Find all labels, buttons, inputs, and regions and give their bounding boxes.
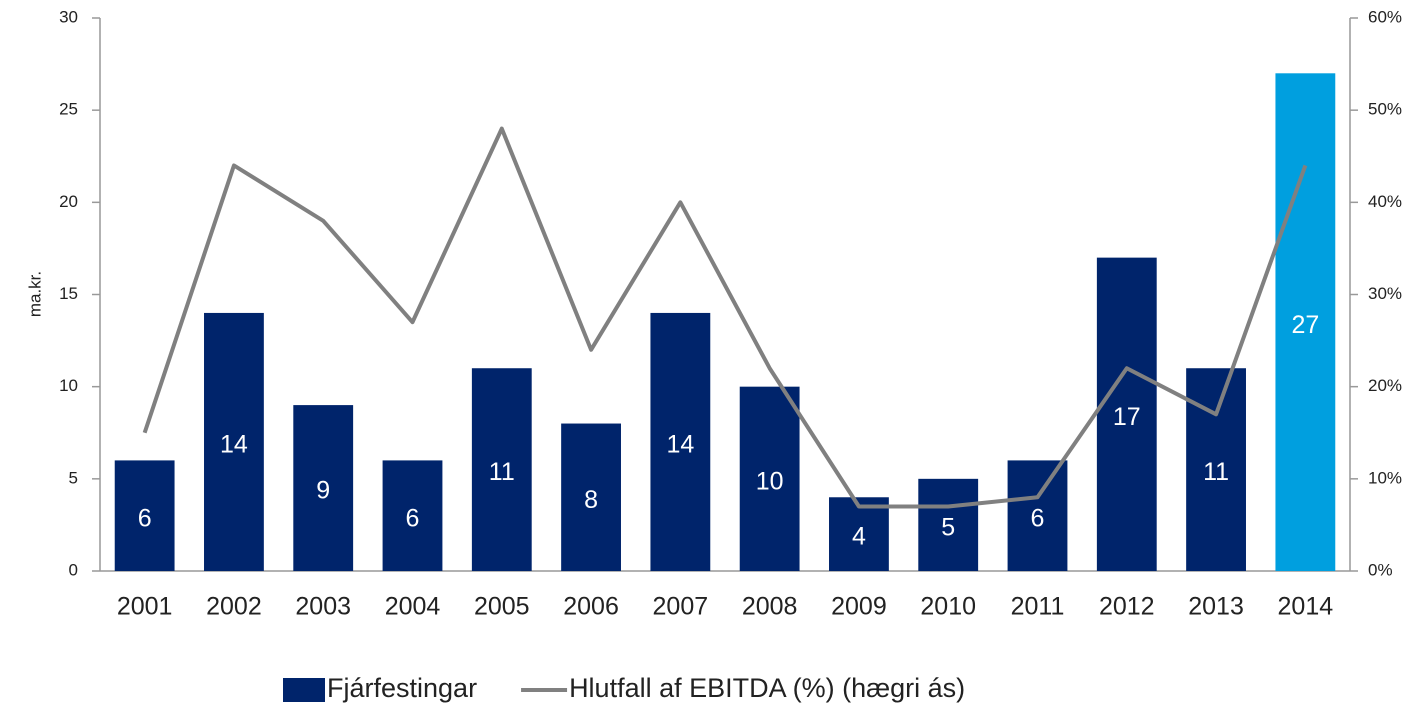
x-tick-label: 2014 bbox=[1278, 593, 1334, 621]
data-label: 10 bbox=[756, 467, 784, 495]
data-label: 14 bbox=[220, 431, 248, 459]
x-tick-label: 2010 bbox=[920, 593, 976, 621]
line bbox=[142, 126, 1308, 509]
bar bbox=[739, 386, 800, 571]
x-tick-label: 2001 bbox=[117, 593, 173, 621]
y-tick-label: 10 bbox=[59, 376, 78, 395]
y2-tick-label: 40% bbox=[1368, 192, 1402, 211]
data-label: 11 bbox=[1203, 458, 1229, 486]
y2-tick-label: 30% bbox=[1368, 284, 1402, 303]
legend-label: Fjárfestingar bbox=[327, 673, 477, 703]
y2-tick-label: 60% bbox=[1368, 7, 1402, 26]
x-tick-label: 2012 bbox=[1099, 593, 1155, 621]
x-tick-label: 2004 bbox=[385, 593, 441, 621]
data-label: 5 bbox=[941, 514, 955, 542]
bar bbox=[829, 497, 889, 571]
y-tick-label: 25 bbox=[59, 100, 78, 119]
legend-label: Hlutfall af EBITDA (%) (hægri ás) bbox=[569, 673, 965, 703]
legend-swatch bbox=[283, 678, 325, 702]
bar bbox=[471, 368, 532, 571]
data-label: 27 bbox=[1291, 311, 1319, 339]
y2-tick-label: 0% bbox=[1368, 560, 1393, 579]
bar bbox=[114, 460, 175, 571]
bar bbox=[204, 312, 264, 571]
x-tick-label: 2013 bbox=[1188, 593, 1244, 621]
bar bbox=[1096, 257, 1157, 571]
data-label: 4 bbox=[852, 523, 866, 551]
y2-tick-label: 50% bbox=[1368, 100, 1402, 119]
y-tick-label: 20 bbox=[59, 192, 78, 211]
data-label: 9 bbox=[316, 477, 330, 505]
x-tick-label: 2009 bbox=[831, 593, 887, 621]
y2-tick-label: 20% bbox=[1368, 376, 1402, 395]
x-tick-label: 2011 bbox=[1011, 593, 1065, 621]
y2-tick-label: 10% bbox=[1368, 468, 1402, 487]
bar bbox=[382, 460, 443, 571]
bar bbox=[1275, 73, 1336, 572]
x-tick-label: 2002 bbox=[206, 593, 262, 621]
bar bbox=[1007, 460, 1068, 571]
data-label: 6 bbox=[1031, 504, 1045, 532]
data-label: 6 bbox=[406, 504, 420, 532]
data-label: 8 bbox=[584, 486, 598, 514]
data-label: 11 bbox=[489, 458, 515, 486]
bar bbox=[650, 312, 711, 571]
data-label: 14 bbox=[666, 431, 694, 459]
y-tick-label: 0 bbox=[69, 560, 78, 579]
data-label: 6 bbox=[138, 504, 152, 532]
bar bbox=[293, 405, 354, 571]
bar bbox=[561, 423, 621, 571]
x-tick-label: 2005 bbox=[474, 593, 530, 621]
x-tick-label: 2003 bbox=[295, 593, 351, 621]
bar bbox=[918, 478, 979, 571]
x-tick-label: 2008 bbox=[742, 593, 798, 621]
y-axis-label: ma.kr. bbox=[25, 271, 44, 317]
y-tick-label: 30 bbox=[59, 7, 78, 26]
data-label: 17 bbox=[1113, 403, 1141, 431]
y-tick-label: 15 bbox=[59, 284, 78, 303]
x-tick-label: 2007 bbox=[653, 593, 709, 621]
y-tick-label: 5 bbox=[69, 468, 78, 487]
x-tick-label: 2006 bbox=[563, 593, 619, 621]
